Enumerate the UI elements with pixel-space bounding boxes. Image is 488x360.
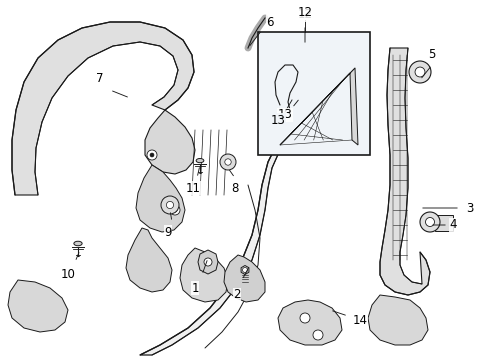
Polygon shape <box>180 248 227 302</box>
Circle shape <box>425 217 434 226</box>
Text: 6: 6 <box>265 15 273 28</box>
Text: 5: 5 <box>427 49 435 62</box>
Polygon shape <box>8 280 68 332</box>
Text: 4: 4 <box>448 219 456 231</box>
Circle shape <box>419 212 439 232</box>
Circle shape <box>150 153 154 157</box>
Circle shape <box>224 159 231 165</box>
Circle shape <box>242 267 247 273</box>
Ellipse shape <box>196 158 203 163</box>
Circle shape <box>220 154 236 170</box>
Circle shape <box>299 313 309 323</box>
Circle shape <box>147 150 157 160</box>
Text: 2: 2 <box>233 288 240 302</box>
Polygon shape <box>198 250 218 274</box>
Text: 12: 12 <box>297 9 312 22</box>
Polygon shape <box>280 68 357 145</box>
Ellipse shape <box>74 241 82 246</box>
Text: 8: 8 <box>231 181 238 194</box>
Circle shape <box>408 61 430 83</box>
Text: 7: 7 <box>96 72 103 85</box>
Text: 14: 14 <box>352 314 367 327</box>
Polygon shape <box>145 110 195 174</box>
Text: 1: 1 <box>191 282 198 294</box>
Text: 9: 9 <box>164 225 171 238</box>
Circle shape <box>173 208 177 212</box>
Polygon shape <box>379 48 429 295</box>
Bar <box>258 32 369 155</box>
Circle shape <box>203 258 212 266</box>
Polygon shape <box>126 228 172 292</box>
Text: 3: 3 <box>466 202 473 215</box>
Polygon shape <box>224 255 264 302</box>
Bar <box>434 215 452 231</box>
Circle shape <box>161 196 179 214</box>
Text: 12: 12 <box>297 6 312 19</box>
Circle shape <box>312 330 323 340</box>
Circle shape <box>170 205 180 215</box>
Polygon shape <box>241 266 248 274</box>
Polygon shape <box>140 112 357 355</box>
Text: 11: 11 <box>185 181 200 194</box>
Polygon shape <box>12 22 194 195</box>
Circle shape <box>166 201 173 208</box>
Text: 13: 13 <box>277 108 292 122</box>
Circle shape <box>414 67 424 77</box>
Text: 10: 10 <box>61 269 75 282</box>
Polygon shape <box>136 165 184 232</box>
Text: 13: 13 <box>270 113 285 126</box>
Polygon shape <box>367 295 427 345</box>
Polygon shape <box>278 300 341 345</box>
